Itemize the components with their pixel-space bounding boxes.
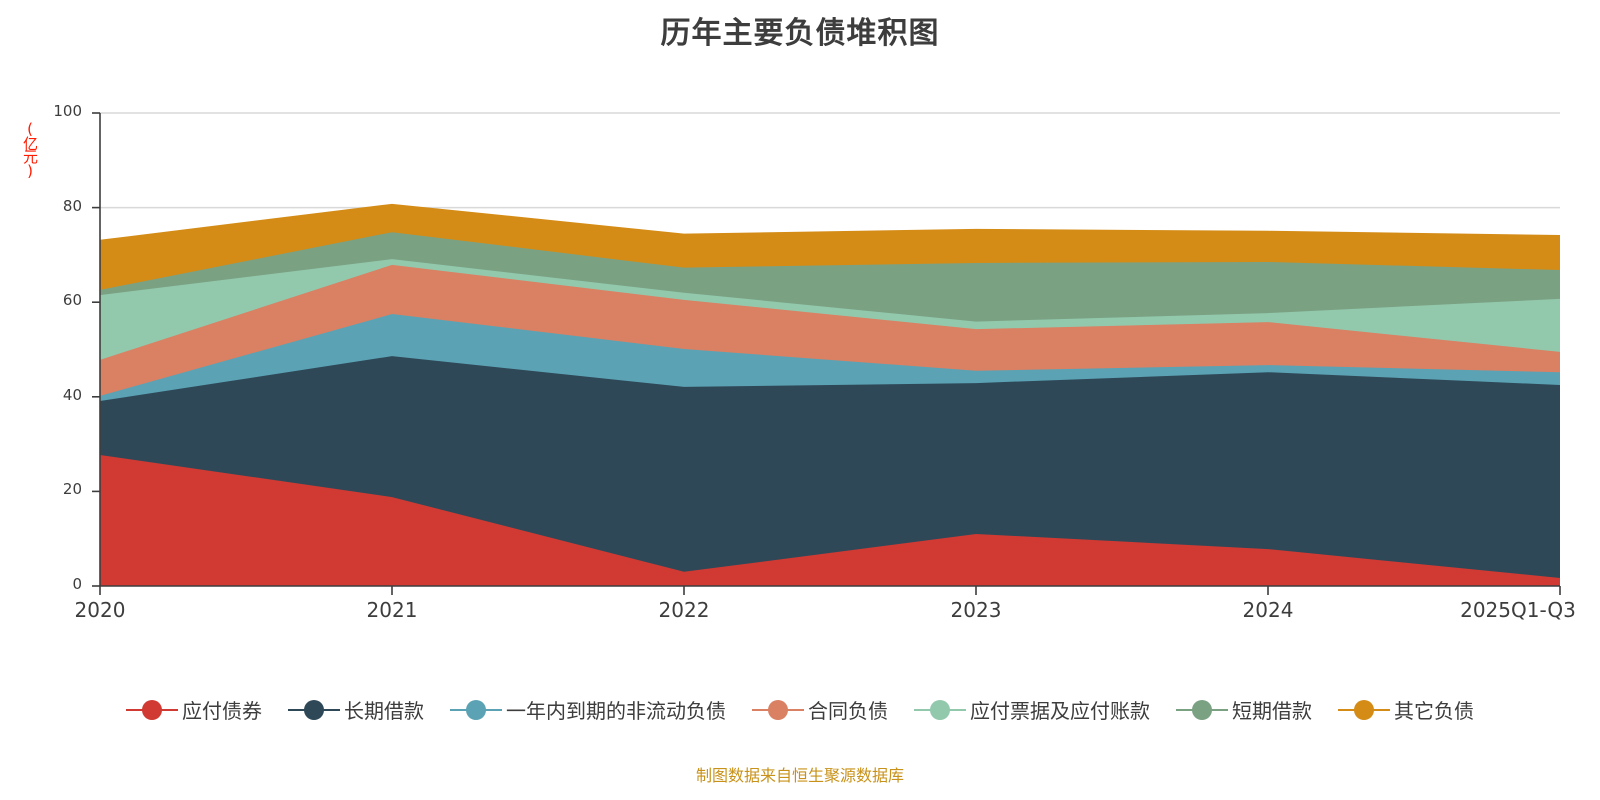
x-axis-tick-label: 2025Q1-Q3	[1460, 598, 1576, 622]
y-axis-tick-label: 60	[62, 291, 82, 310]
legend-dot	[142, 699, 162, 720]
legend-label: 应付票据及应付账款	[970, 699, 1150, 723]
legend-marker-icon	[450, 699, 502, 721]
legend-dot	[466, 699, 486, 720]
y-axis-unit-label: (亿元)	[21, 120, 39, 178]
y-axis-tick-label: 80	[62, 196, 82, 215]
legend-dot	[930, 699, 950, 720]
legend-item[interactable]: 长期借款	[288, 695, 424, 724]
legend-label: 合同负债	[808, 699, 888, 723]
x-axis-tick-label: 2020	[74, 598, 126, 622]
area-series	[100, 454, 1560, 586]
legend-marker-icon	[1176, 699, 1228, 721]
x-axis-tick-label: 2023	[950, 598, 1002, 622]
axis-lines	[99, 113, 1560, 587]
y-axis-tick-label: 40	[62, 385, 82, 404]
x-axis-tick-label: 2024	[1242, 598, 1294, 622]
legend-item[interactable]: 应付债券	[126, 695, 262, 724]
legend-marker-icon	[288, 699, 340, 721]
legend-dot	[1192, 699, 1212, 720]
x-axis-tick-label: 2022	[658, 598, 710, 622]
chart-title: 历年主要负债堆积图	[660, 16, 940, 51]
y-axis-tick-label: 20	[62, 480, 82, 499]
legend-marker-icon	[1338, 699, 1390, 721]
legend-dot	[1354, 699, 1374, 720]
legend-dot	[304, 699, 324, 720]
legend-item[interactable]: 应付票据及应付账款	[914, 695, 1150, 724]
legend-label: 一年内到期的非流动负债	[506, 699, 726, 723]
legend-item[interactable]: 一年内到期的非流动负债	[450, 695, 726, 724]
chart-legend: 应付债券 长期借款 一年内到期的非流动负债 合同负债 应付票据及应付账款 短期借款 其它负债	[0, 695, 1600, 724]
legend-label: 应付债券	[182, 699, 262, 723]
legend-label: 长期借款	[344, 699, 424, 723]
legend-dot	[768, 699, 788, 720]
legend-item[interactable]: 合同负债	[752, 695, 888, 724]
legend-marker-icon	[126, 699, 178, 721]
axis-ticks	[92, 112, 1561, 595]
footer-source-note: 制图数据来自恒生聚源数据库	[695, 766, 904, 785]
area-series-group	[100, 203, 1560, 587]
y-axis-tick-label: 0	[72, 575, 82, 593]
legend-marker-icon	[914, 699, 966, 721]
legend-label: 短期借款	[1232, 699, 1312, 723]
x-axis-tick-label: 2021	[366, 598, 418, 622]
legend-label: 其它负债	[1394, 699, 1474, 723]
legend-item[interactable]: 其它负债	[1338, 695, 1474, 724]
legend-marker-icon	[752, 699, 804, 721]
y-axis-tick-label: 100	[53, 102, 82, 120]
legend-item[interactable]: 短期借款	[1176, 695, 1312, 724]
